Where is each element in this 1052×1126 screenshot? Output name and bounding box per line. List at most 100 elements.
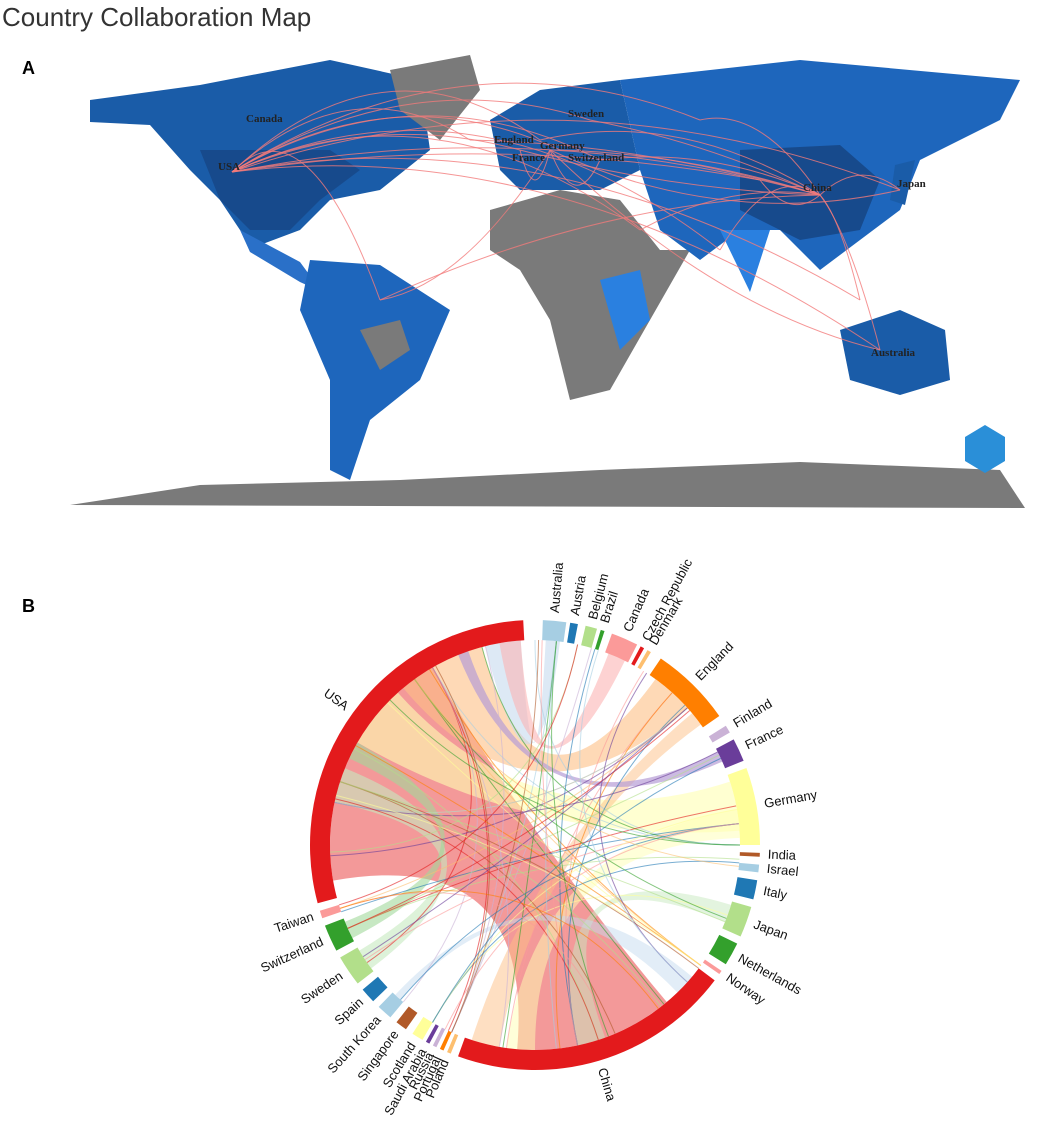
chord-segment: [738, 862, 760, 873]
chord-ribbon: [499, 640, 625, 749]
chord-thread: [330, 707, 688, 857]
chord-thread: [389, 699, 741, 846]
collab-line: [539, 130, 821, 196]
chord-segment: [362, 976, 388, 1002]
collab-line: [231, 119, 901, 191]
country-label: USA: [218, 161, 240, 173]
chord-segment: [319, 904, 342, 919]
chord-thread: [481, 646, 741, 846]
chord-label: Australia: [547, 561, 566, 613]
landmass: [360, 320, 410, 370]
chord-segment: [432, 1027, 446, 1048]
chord-thread: [451, 647, 592, 1033]
chord-label: England: [692, 639, 736, 684]
chord-segment: [447, 1033, 459, 1054]
collab-line: [519, 149, 821, 196]
chord-thread: [432, 894, 728, 1023]
chord-thread: [579, 649, 688, 983]
landmass: [600, 270, 650, 350]
chord-label: Israel: [766, 861, 799, 879]
chord-label: France: [743, 722, 786, 753]
chord-segment: [733, 877, 758, 900]
chord-thread: [432, 757, 722, 1023]
chord-segment: [708, 725, 730, 743]
chord-thread: [435, 665, 491, 1033]
chord-label: Italy: [762, 883, 789, 903]
chord-segment: [727, 768, 760, 845]
chord-segment: [439, 1030, 452, 1051]
chord-label: India: [767, 847, 797, 863]
chord-thread: [339, 890, 659, 1010]
panel-label: B: [22, 596, 35, 616]
chord-thread: [387, 702, 702, 966]
chord-thread: [355, 745, 702, 966]
chord-segment: [340, 947, 374, 984]
chord-segment: [396, 1006, 418, 1030]
collab-line: [231, 90, 541, 173]
chord-segment: [324, 918, 354, 951]
chord-label: Sweden: [298, 968, 345, 1007]
country-label: Switzerland: [568, 152, 624, 164]
chord-thread: [432, 808, 737, 1023]
landmass: [840, 310, 950, 395]
panel-label: A: [22, 58, 35, 78]
chord-thread: [559, 648, 596, 1046]
collab-line: [519, 149, 551, 181]
chord-segment: [722, 901, 752, 937]
chord-thread: [334, 707, 688, 813]
chord-thread: [402, 667, 478, 1003]
landmass: [70, 462, 1025, 508]
collab-line: [379, 149, 551, 301]
collab-line: [231, 165, 881, 351]
country-label: China: [803, 182, 832, 194]
chord-thread: [414, 678, 665, 1005]
chord-thread: [335, 794, 702, 966]
collab-line: [231, 82, 701, 173]
chord-thread: [567, 704, 686, 1046]
chord-thread: [400, 823, 739, 1001]
chord-thread: [339, 781, 726, 923]
chord-thread: [432, 667, 741, 846]
chord-label: Finland: [730, 696, 774, 731]
chord-thread: [599, 672, 688, 983]
landmass: [720, 230, 770, 292]
chord-label: Austria: [567, 573, 589, 616]
landmass: [390, 55, 480, 140]
landmass: [240, 230, 322, 292]
chord-segment: [716, 739, 744, 769]
chord-thread: [347, 754, 720, 929]
landmass: [490, 190, 690, 400]
chord-label: Taiwan: [272, 909, 315, 936]
chord-thread: [414, 678, 739, 867]
collab-line: [819, 174, 901, 196]
chord-segment: [542, 620, 567, 642]
chord-ribbon: [344, 742, 445, 939]
chord-ribbon: [458, 651, 723, 788]
chord-segment: [631, 646, 645, 666]
chord-thread: [334, 751, 718, 817]
chord-label: Germany: [763, 787, 819, 811]
chord-segment: [378, 992, 404, 1018]
chord-thread: [353, 748, 599, 1041]
collab-line: [819, 194, 861, 301]
chord-segment: [605, 633, 638, 663]
chord-ribbon: [395, 915, 693, 1000]
chord-segment: [425, 1024, 439, 1044]
country-label: England: [494, 134, 534, 146]
landmass: [890, 160, 915, 205]
chord-thread: [338, 644, 579, 906]
collab-line: [699, 117, 821, 196]
collab-line: [549, 149, 901, 204]
collab-line: [639, 191, 821, 231]
collab-line: [231, 108, 471, 173]
collab-line: [231, 99, 591, 173]
collab-line: [599, 156, 821, 196]
collab-line: [719, 186, 821, 251]
chord-thread: [347, 805, 737, 929]
chord-thread: [347, 710, 691, 929]
chord-label: Spain: [331, 995, 366, 1028]
chord-thread: [444, 823, 739, 1030]
